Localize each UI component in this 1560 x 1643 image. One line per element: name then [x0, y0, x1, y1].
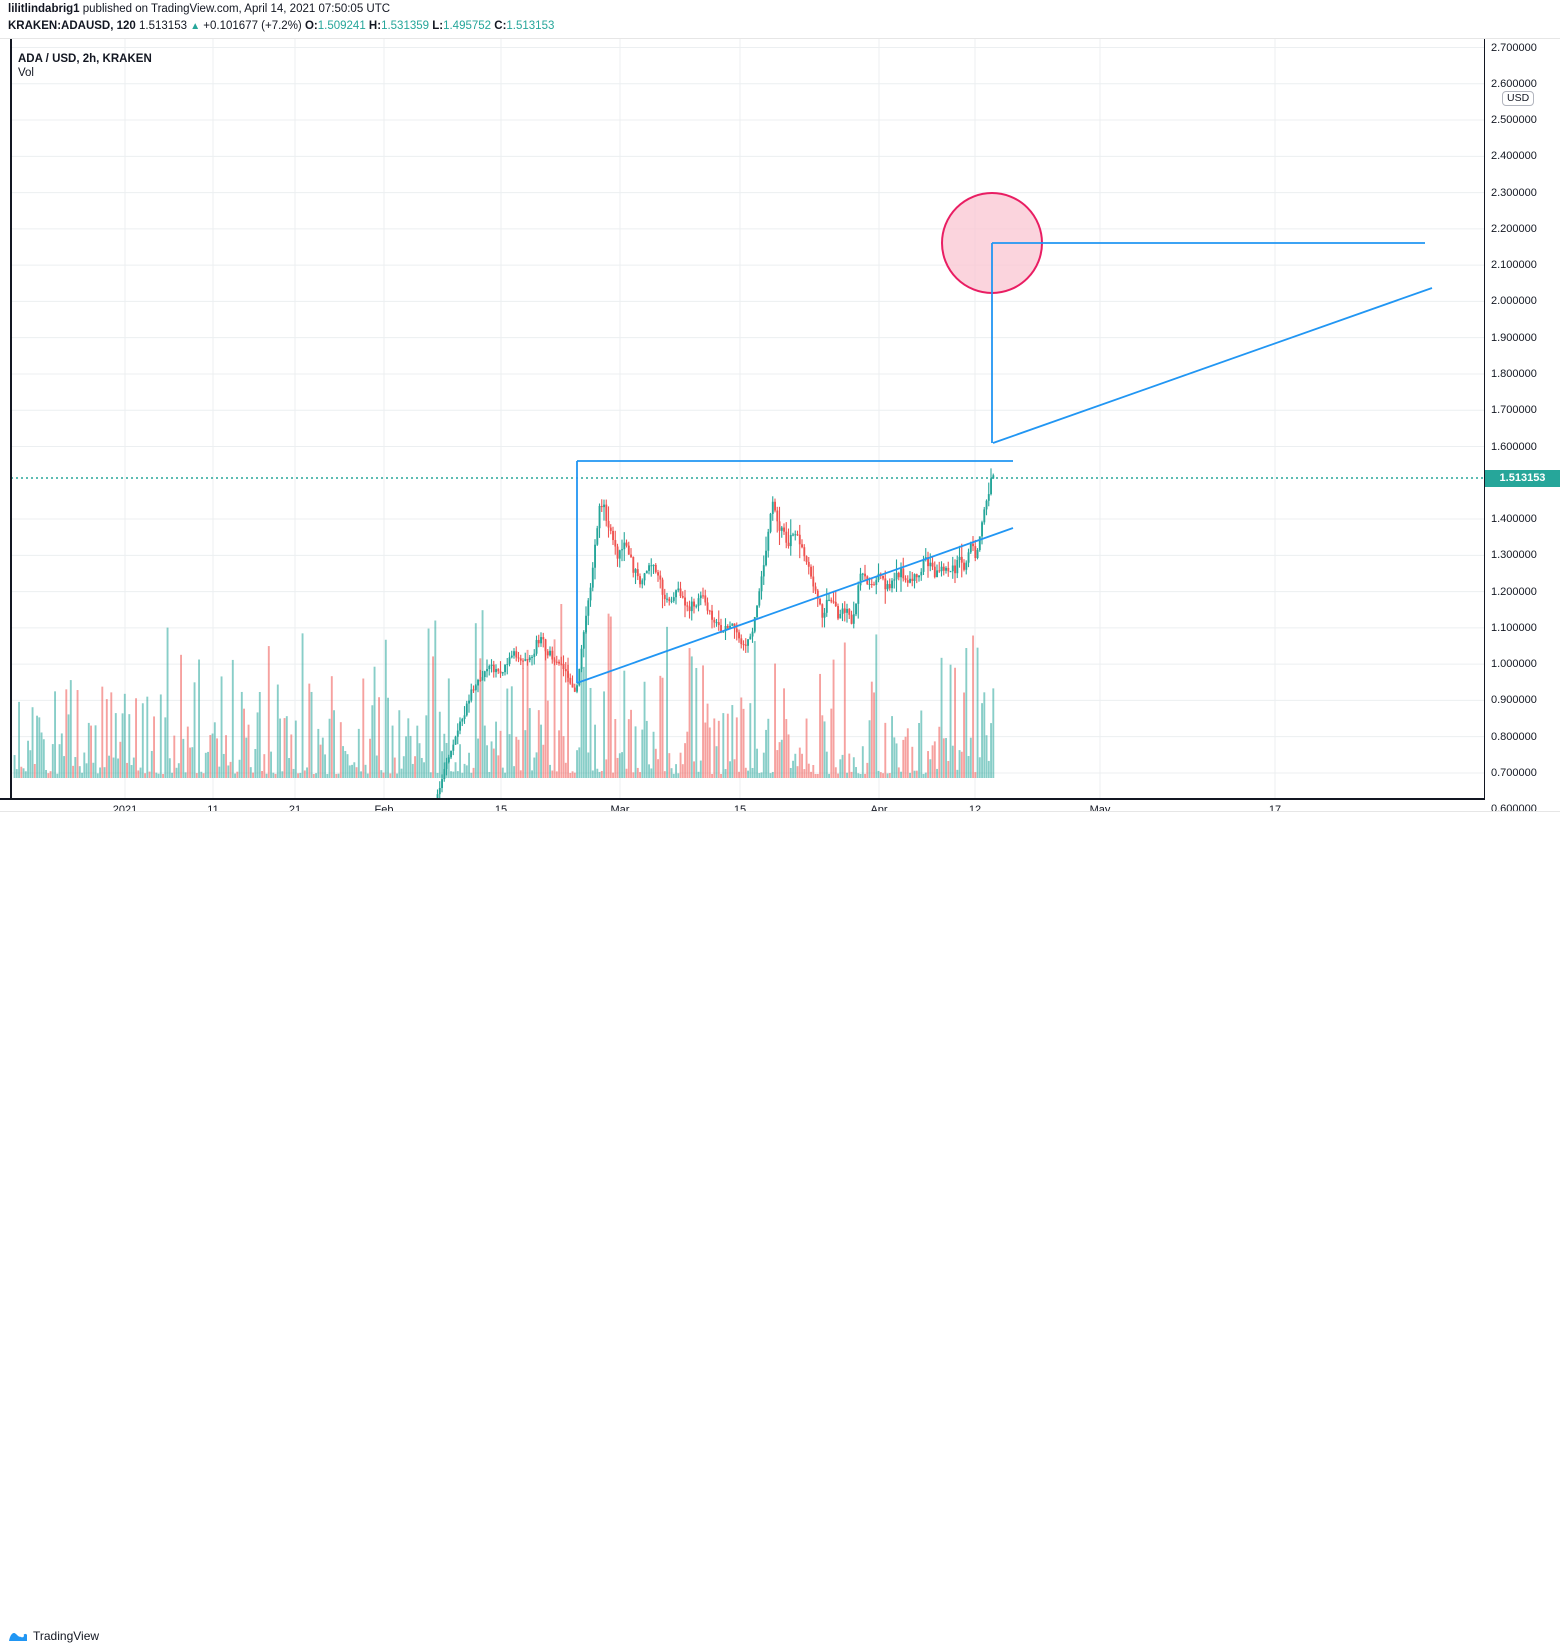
change-value: +0.101677 (+7.2%)	[203, 20, 302, 32]
close-value: 1.513153	[506, 20, 555, 32]
price-tick: 0.900000	[1491, 694, 1537, 707]
price-tick: 2.100000	[1491, 259, 1537, 272]
price-tick: 2.600000	[1491, 77, 1537, 90]
price-chart-canvas[interactable]	[0, 0, 1560, 840]
quote-line: KRAKEN:ADAUSD, 120 1.513153 ▲ +0.101677 …	[8, 20, 554, 33]
price-tick: 1.800000	[1491, 367, 1537, 380]
price-tick: 1.300000	[1491, 549, 1537, 562]
volume-histogram	[13, 604, 995, 778]
chart-legend: ADA / USD, 2h, KRAKEN Vol	[18, 52, 152, 81]
price-tick: 2.700000	[1491, 41, 1537, 54]
price-tick: 1.400000	[1491, 513, 1537, 526]
legend-volume-label: Vol	[18, 67, 34, 79]
tradingview-mountain-icon	[9, 1632, 27, 1641]
price-tick: 1.700000	[1491, 404, 1537, 417]
close-label: C:	[494, 20, 507, 32]
price-tick: 1.100000	[1491, 621, 1537, 634]
price-tick: 1.600000	[1491, 440, 1537, 453]
chart-gridlines	[11, 39, 1484, 798]
price-tick: 1.000000	[1491, 658, 1537, 671]
price-tick: 2.000000	[1491, 295, 1537, 308]
candlestick-series	[405, 468, 995, 840]
legend-title: ADA / USD, 2h, KRAKEN	[18, 53, 152, 65]
price-tick: 1.900000	[1491, 331, 1537, 344]
price-tick: 2.400000	[1491, 150, 1537, 163]
footer-divider	[0, 811, 1560, 812]
price-axis-border	[1484, 39, 1485, 800]
open-label: O:	[304, 20, 318, 32]
chart-left-border	[10, 39, 12, 801]
support-trendline[interactable]	[576, 527, 1014, 684]
price-axis[interactable]: USD 1.513153 2.700000 2.600000 2.500000 2.4…	[1485, 39, 1560, 815]
tradingview-brand-label: TradingView	[33, 1629, 100, 1643]
symbol-label: KRAKEN:ADAUSD, 120	[8, 20, 136, 32]
low-value: 1.495752	[443, 20, 492, 32]
price-tick: 1.200000	[1491, 585, 1537, 598]
low-label: L:	[432, 20, 444, 32]
publish-info: lilitlindabrig1 published on TradingView…	[8, 3, 390, 16]
currency-badge[interactable]: USD	[1502, 91, 1535, 106]
last-price: 1.513153	[139, 20, 187, 32]
user-drawings[interactable]	[576, 192, 1433, 684]
header-divider	[0, 38, 1560, 39]
publish-text: published on TradingView.com, April 14, …	[82, 3, 391, 15]
header-bar: lilitlindabrig1 published on TradingView…	[0, 0, 1560, 38]
projection-trendline[interactable]	[992, 287, 1433, 444]
author-name: lilitlindabrig1	[8, 3, 80, 15]
time-tick: 11	[207, 804, 219, 816]
price-tick: 2.500000	[1491, 114, 1537, 127]
footer-bar: TradingView	[0, 812, 1560, 1643]
chart-bottom-border	[0, 798, 1484, 800]
current-price-badge: 1.513153	[1485, 469, 1560, 487]
price-tick: 2.200000	[1491, 222, 1537, 235]
high-value: 1.531359	[381, 20, 430, 32]
target-highlight[interactable]	[941, 192, 1043, 294]
high-label: H:	[368, 20, 382, 32]
price-tick: 0.700000	[1491, 766, 1537, 779]
price-tick: 0.800000	[1491, 730, 1537, 743]
change-arrow-icon: ▲	[190, 21, 201, 32]
tradingview-logo[interactable]: TradingView	[8, 1629, 99, 1643]
open-value: 1.509241	[317, 20, 366, 32]
price-tick: 2.300000	[1491, 186, 1537, 199]
